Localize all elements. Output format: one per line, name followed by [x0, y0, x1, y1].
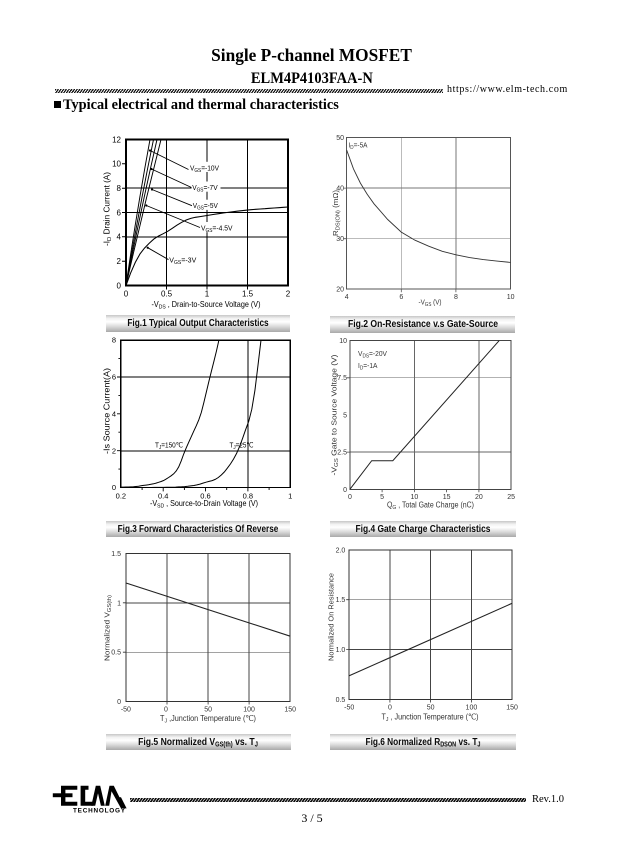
svg-text:1.5: 1.5: [111, 551, 121, 558]
svg-text:100: 100: [466, 705, 478, 712]
svg-text:8: 8: [117, 184, 122, 193]
svg-text:100: 100: [243, 707, 255, 714]
svg-text:25: 25: [507, 494, 515, 501]
svg-text:4: 4: [112, 409, 116, 418]
svg-text:TJ=25℃: TJ=25℃: [230, 441, 254, 452]
svg-text:-Is Source Current(A): -Is Source Current(A): [103, 368, 112, 454]
svg-text:ID=-1A: ID=-1A: [358, 363, 378, 371]
svg-text:6: 6: [399, 294, 403, 301]
svg-text:-ID Drain Current (A): -ID Drain Current (A): [103, 172, 114, 246]
svg-text:VGS=-7V: VGS=-7V: [192, 183, 218, 194]
svg-text:1: 1: [205, 290, 210, 299]
svg-text:4: 4: [345, 294, 349, 301]
svg-text:ID=-5A: ID=-5A: [349, 143, 368, 151]
svg-text:2.0: 2.0: [336, 547, 346, 554]
svg-text:10: 10: [507, 294, 515, 301]
svg-text:-VDS , Drain-to-Source Voltage: -VDS , Drain-to-Source Voltage (V): [152, 299, 261, 311]
svg-text:10: 10: [411, 494, 419, 501]
svg-text:0: 0: [117, 699, 121, 706]
svg-text:1: 1: [117, 600, 121, 607]
svg-text:0.4: 0.4: [158, 491, 168, 500]
svg-text:0: 0: [112, 483, 116, 492]
svg-text:QG , Total Gate Charge (nC): QG , Total Gate Charge (nC): [387, 501, 474, 512]
svg-text:VGS=-3V: VGS=-3V: [169, 256, 197, 267]
svg-text:0: 0: [388, 705, 392, 712]
svg-text:150: 150: [506, 705, 518, 712]
svg-text:Normalized VGS(th): Normalized VGS(th): [103, 595, 114, 661]
svg-text:VGS=-5V: VGS=-5V: [193, 201, 219, 212]
svg-text:-VSD , Source-to-Drain Voltage: -VSD , Source-to-Drain Voltage (V): [150, 498, 258, 510]
svg-text:30: 30: [336, 236, 344, 243]
svg-text:0.5: 0.5: [111, 650, 121, 657]
svg-text:TECHNOLOGY: TECHNOLOGY: [73, 808, 126, 815]
svg-text:2.5: 2.5: [337, 450, 347, 457]
svg-text:20: 20: [475, 494, 483, 501]
svg-text:0: 0: [343, 487, 347, 494]
svg-text:1.0: 1.0: [336, 647, 346, 654]
svg-text:0: 0: [124, 290, 129, 299]
svg-text:6: 6: [117, 208, 122, 217]
svg-text:4: 4: [117, 233, 122, 242]
svg-text:0.2: 0.2: [116, 491, 126, 500]
svg-text:10: 10: [112, 160, 121, 169]
svg-text:8: 8: [112, 336, 116, 345]
svg-text:50: 50: [336, 135, 344, 142]
svg-text:VGS=-4.5V: VGS=-4.5V: [201, 223, 233, 234]
svg-text:-VGS Gate to Source Voltage (V: -VGS Gate to Source Voltage (V): [330, 354, 341, 476]
svg-text:5: 5: [343, 412, 347, 419]
svg-text:Normalized On Resistance: Normalized On Resistance: [327, 573, 336, 661]
svg-text:10: 10: [339, 338, 347, 345]
svg-text:50: 50: [204, 707, 212, 714]
svg-text:TJ=150℃: TJ=150℃: [155, 441, 183, 452]
svg-text:-50: -50: [121, 707, 131, 714]
svg-text:12: 12: [112, 135, 121, 144]
svg-text:1: 1: [288, 491, 292, 500]
svg-text:RDS(ON) (mΩ): RDS(ON) (mΩ): [333, 190, 341, 236]
svg-text:40: 40: [336, 186, 344, 193]
svg-text:6: 6: [112, 373, 116, 382]
svg-text:2: 2: [112, 446, 116, 455]
svg-text:VGS=-10V: VGS=-10V: [190, 163, 220, 174]
svg-text:20: 20: [336, 287, 344, 294]
svg-text:1.5: 1.5: [336, 597, 346, 604]
svg-text:5: 5: [380, 494, 384, 501]
svg-text:50: 50: [427, 705, 435, 712]
svg-text:VDS=-20V: VDS=-20V: [358, 351, 387, 359]
svg-text:1.5: 1.5: [242, 290, 254, 299]
svg-text:7.5: 7.5: [337, 375, 347, 382]
svg-text:0.5: 0.5: [336, 697, 346, 704]
svg-text:150: 150: [284, 707, 296, 714]
svg-text:TJ ,Junction Temperature (℃): TJ ,Junction Temperature (℃): [160, 714, 256, 725]
svg-text:15: 15: [443, 494, 451, 501]
svg-text:8: 8: [454, 294, 458, 301]
svg-text:0: 0: [348, 494, 352, 501]
svg-text:0.8: 0.8: [243, 491, 253, 500]
svg-text:0.5: 0.5: [161, 290, 173, 299]
svg-text:0.6: 0.6: [200, 491, 210, 500]
svg-text:-VGS (V): -VGS (V): [419, 298, 442, 309]
svg-text:TJ , Junction Temperature (℃): TJ , Junction Temperature (℃): [382, 713, 479, 724]
svg-text:0: 0: [117, 281, 122, 290]
svg-text:-50: -50: [344, 705, 354, 712]
svg-text:0: 0: [164, 707, 168, 714]
svg-text:2: 2: [117, 257, 122, 266]
svg-text:2: 2: [286, 290, 291, 299]
